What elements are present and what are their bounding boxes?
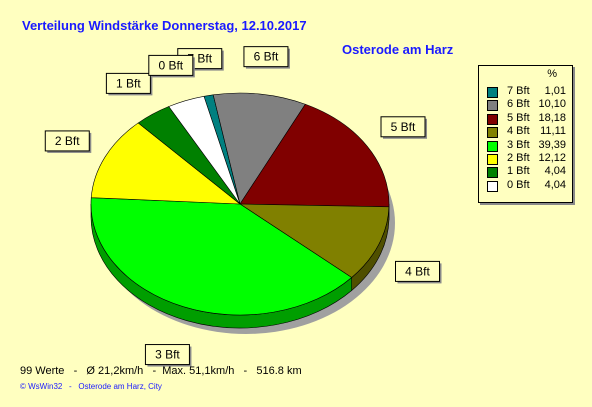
slice-label-5-bft: 5 Bft <box>380 116 428 139</box>
slice-label-2-bft: 2 Bft <box>44 130 92 153</box>
slice-label-6-bft: 6 Bft <box>243 46 290 69</box>
legend-swatch <box>487 180 498 192</box>
slice-label-4-bft: 4 Bft <box>395 260 442 284</box>
legend-item-7-bft: 7 Bft 1,01 <box>487 85 569 98</box>
legend-item-6-bft: 6 Bft 10,10 <box>487 98 569 112</box>
legend-swatch <box>487 100 498 112</box>
legend-label: 1 Bft <box>507 165 530 178</box>
legend-label: 6 Bft <box>507 98 530 111</box>
svg-text:6 Bft: 6 Bft <box>254 50 279 64</box>
slice-label-1-bft: 1 Bft <box>105 72 153 96</box>
svg-text:1 Bft: 1 Bft <box>116 76 141 90</box>
legend-value: 18,18 <box>538 111 566 124</box>
legend-value: 4,04 <box>544 165 566 178</box>
pie-slice-5-bft <box>239 103 390 208</box>
legend-label: 7 Bft <box>507 85 530 97</box>
svg-text:3 Bft: 3 Bft <box>155 348 180 362</box>
legend-item-0-bft: 0 Bft 4,04 <box>487 178 569 192</box>
chart-subtitle: Osterode am Harz <box>342 42 454 57</box>
legend-value: 12,12 <box>538 152 566 164</box>
svg-text:4 Bft: 4 Bft <box>405 264 430 278</box>
legend-swatch <box>487 167 498 179</box>
chart-title: Verteilung Windstärke Donnerstag, 12.10.… <box>22 18 307 33</box>
legend-label: 0 Bft <box>507 178 530 191</box>
legend-item-4-bft: 4 Bft 11,11 <box>487 125 569 139</box>
pie-slice-2-bft <box>90 122 241 205</box>
svg-text:5 Bft: 5 Bft <box>391 120 416 134</box>
svg-text:0 Bft: 0 Bft <box>158 58 183 72</box>
legend-label: 5 Bft <box>507 111 530 124</box>
legend-label: 4 Bft <box>507 125 530 138</box>
slice-label-3-bft: 3 Bft <box>144 344 192 367</box>
legend-value: 4,04 <box>544 178 566 191</box>
svg-text:2 Bft: 2 Bft <box>55 134 80 148</box>
legend-value: 10,10 <box>538 98 566 111</box>
legend-label: 3 Bft <box>507 138 530 151</box>
legend-item-5-bft: 5 Bft 18,18 <box>487 111 569 125</box>
legend-header: % <box>547 68 557 80</box>
legend-swatch <box>487 127 498 139</box>
pie-slice-6-bft <box>212 92 306 205</box>
legend-swatch <box>487 87 498 98</box>
legend: % 7 Bft 1,01 6 Bft 10,10 5 Bft 18,18 4 Bft 11,1… <box>478 65 573 203</box>
legend-item-3-bft: 3 Bft 39,39 <box>487 138 569 152</box>
pie-slice-4-bft <box>238 203 390 278</box>
footer-credit: © WsWin32 - Osterode am Harz, City <box>20 382 162 391</box>
footer-stats: 99 Werte - Ø 21,2km/h - Max. 51,1km/h - … <box>20 365 302 377</box>
legend-value: 39,39 <box>538 138 566 151</box>
legend-item-2-bft: 2 Bft 12,12 <box>487 152 569 165</box>
legend-item-1-bft: 1 Bft 4,04 <box>487 165 569 179</box>
legend-label: 2 Bft <box>507 152 530 164</box>
legend-swatch <box>487 154 498 165</box>
slice-label-0-bft: 0 Bft <box>148 54 195 78</box>
legend-value: 11,11 <box>540 125 566 138</box>
legend-swatch <box>487 140 498 152</box>
legend-value: 1,01 <box>544 85 566 97</box>
legend-swatch <box>487 113 498 125</box>
pie-slice-3-bft <box>90 197 353 316</box>
pie-slice-0-bft <box>168 95 241 205</box>
